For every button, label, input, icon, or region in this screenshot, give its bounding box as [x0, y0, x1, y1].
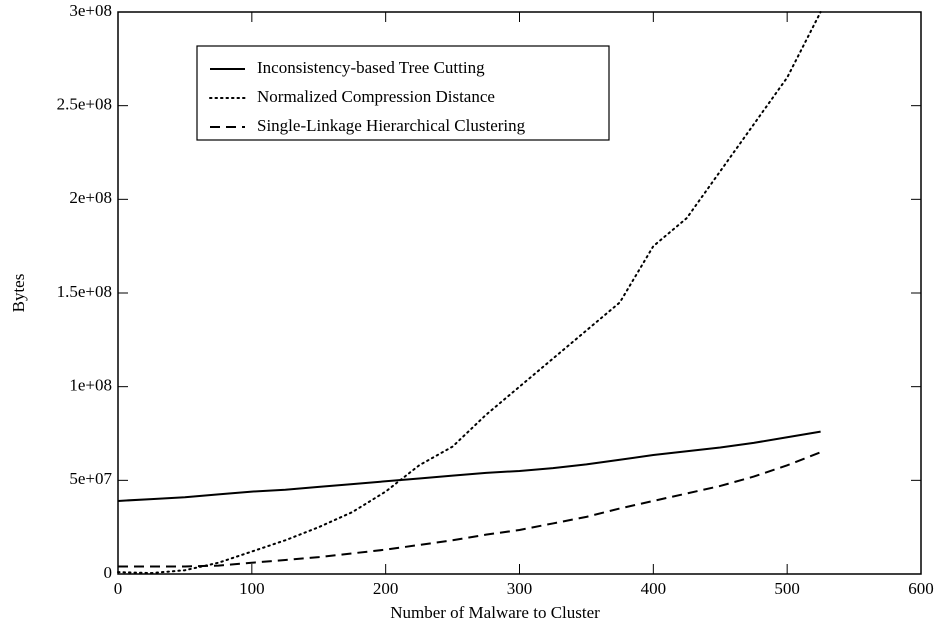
x-tick-label: 200: [373, 579, 399, 598]
y-tick-label: 2e+08: [69, 188, 112, 207]
series-line: [117, 430, 821, 502]
legend-box: [196, 45, 610, 141]
series-line: [118, 451, 821, 568]
y-tick-label: 5e+07: [69, 469, 112, 488]
y-tick-label: 3e+08: [69, 1, 112, 20]
x-tick-label: 0: [114, 579, 123, 598]
y-tick-label: 0: [104, 563, 113, 582]
x-tick-label: 500: [774, 579, 800, 598]
legend-label: Single-Linkage Hierarchical Clustering: [257, 116, 526, 135]
y-tick-label: 1.5e+08: [57, 282, 112, 301]
x-tick-label: 100: [239, 579, 265, 598]
legend-label: Inconsistency-based Tree Cutting: [257, 58, 485, 77]
x-tick-label: 400: [641, 579, 667, 598]
x-tick-label: 300: [507, 579, 533, 598]
y-tick-label: 1e+08: [69, 376, 112, 395]
x-axis-label: Number of Malware to Cluster: [390, 603, 600, 622]
legend-label: Normalized Compression Distance: [257, 87, 495, 106]
x-tick-label: 600: [908, 579, 934, 598]
y-tick-label: 2.5e+08: [57, 95, 112, 114]
y-axis-label: Bytes: [9, 274, 28, 313]
